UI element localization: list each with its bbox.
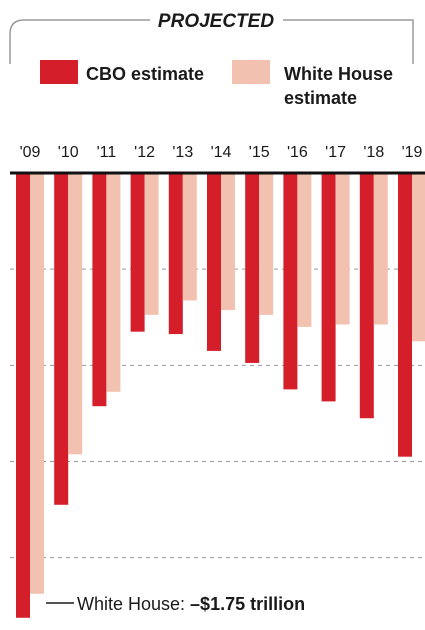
x-tick-label-2: '11 — [97, 144, 117, 161]
bar-white-house-1 — [68, 173, 83, 455]
bar-white-house-10 — [412, 173, 425, 342]
x-tick-labels: '09 '10 '11 '12 '13 '14 '15 '16 '17 '18 '19 — [20, 144, 423, 161]
x-tick-label-8: '17 — [325, 144, 346, 161]
x-tick-label-9: '18 — [363, 144, 384, 161]
bar-white-house-4 — [182, 173, 197, 301]
bar-cbo-4 — [168, 173, 183, 335]
bar-cbo-8 — [321, 173, 336, 402]
bar-white-house-7 — [297, 173, 312, 327]
x-tick-label-5: '14 — [211, 144, 232, 161]
x-tick-label-10: '19 — [402, 144, 423, 161]
bar-white-house-3 — [144, 173, 159, 315]
gridlines — [10, 268, 425, 559]
chart-frame-right — [283, 19, 414, 64]
x-tick-label-7: '16 — [287, 144, 308, 161]
chart-title: PROJECTED — [158, 11, 274, 32]
chart-frame-left — [9, 19, 150, 64]
bar-white-house-2 — [106, 173, 121, 392]
legend-swatch-white-house — [232, 60, 270, 84]
annotation-value: –$1.75 trillion — [190, 594, 305, 614]
bar-white-house-6 — [259, 173, 274, 315]
bar-white-house-5 — [221, 173, 235, 311]
legend-label-white-house: White House — [284, 64, 393, 84]
x-tick-label-3: '12 — [134, 144, 155, 161]
legend-swatch-cbo — [40, 60, 78, 84]
bar-cbo-1 — [54, 173, 69, 505]
x-tick-label-0: '09 — [20, 144, 41, 161]
bar-cbo-7 — [283, 173, 298, 390]
annotation-prefix: White House: — [77, 594, 190, 614]
x-tick-label-4: '13 — [172, 144, 193, 161]
bar-cbo-3 — [130, 173, 145, 332]
legend-label-cbo: CBO estimate — [86, 64, 204, 84]
x-tick-label-6: '15 — [249, 144, 270, 161]
bars — [16, 173, 425, 618]
x-tick-label-1: '10 — [58, 144, 79, 161]
bar-cbo-0 — [16, 173, 30, 618]
annotation-text: White House: –$1.75 trillion — [77, 594, 305, 614]
bar-cbo-5 — [207, 173, 221, 351]
bar-cbo-9 — [359, 173, 374, 419]
bar-cbo-2 — [92, 173, 107, 407]
legend-label-white-house-line2: estimate — [284, 88, 357, 108]
bar-white-house-8 — [335, 173, 350, 325]
bar-white-house-0 — [30, 173, 44, 594]
bar-cbo-10 — [398, 173, 412, 457]
bar-white-house-9 — [373, 173, 388, 325]
bar-cbo-6 — [245, 173, 260, 363]
